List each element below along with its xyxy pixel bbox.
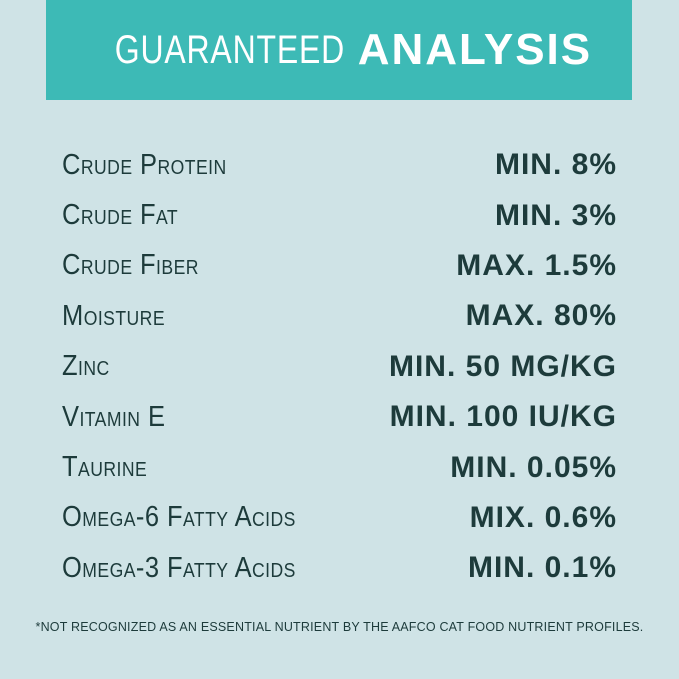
table-row: Omega-3 Fatty Acids MIN. 0.1% — [62, 543, 617, 593]
nutrient-name: Crude Fiber — [62, 249, 199, 282]
nutrient-value: MIN. 0.1% — [467, 551, 617, 585]
table-row: Crude Protein MIN. 8% — [62, 140, 617, 190]
nutrient-value: MIN. 0.05% — [450, 450, 617, 484]
nutrient-name: Taurine — [62, 451, 148, 484]
table-row: Crude Fiber MAX. 1.5% — [62, 241, 617, 291]
nutrient-name: Vitamin E — [62, 400, 166, 433]
title-bold: ANALYSIS — [357, 25, 593, 74]
nutrient-value: MIN. 100 IU/KG — [389, 400, 617, 434]
footnote: *NOT RECOGNIZED AS AN ESSENTIAL NUTRIENT… — [35, 620, 644, 634]
nutrient-value: MIN. 50 MG/KG — [388, 349, 617, 383]
title-light: GUARANTEED — [114, 27, 345, 72]
table-row: Taurine MIN. 0.05% — [62, 442, 617, 492]
table-row: Moisture MAX. 80% — [62, 291, 617, 341]
nutrient-value: MIN. 8% — [494, 148, 617, 182]
table-row: Crude Fat MIN. 3% — [62, 190, 617, 240]
nutrient-value: MIX. 0.6% — [469, 500, 617, 534]
nutrient-value: MAX. 1.5% — [456, 248, 617, 282]
nutrient-name: Omega-3 Fatty Acids — [62, 551, 296, 584]
nutrient-value: MIN. 3% — [494, 198, 617, 232]
analysis-table: Crude Protein MIN. 8% Crude Fat MIN. 3% Crud… — [62, 140, 617, 594]
nutrient-name: Crude Fat — [62, 199, 179, 232]
nutrient-name: Crude Protein — [62, 148, 227, 181]
table-row: Zinc MIN. 50 MG/KG — [62, 342, 617, 392]
nutrient-value: MAX. 80% — [465, 299, 617, 333]
nutrient-name: Moisture — [62, 299, 166, 332]
nutrient-name: Omega-6 Fatty Acids — [62, 501, 296, 534]
table-row: Vitamin E MIN. 100 IU/KG — [62, 392, 617, 442]
table-row: Omega-6 Fatty Acids MIX. 0.6% — [62, 493, 617, 543]
nutrient-name: Zinc — [62, 350, 110, 383]
header: GUARANTEED ANALYSIS — [46, 0, 632, 100]
